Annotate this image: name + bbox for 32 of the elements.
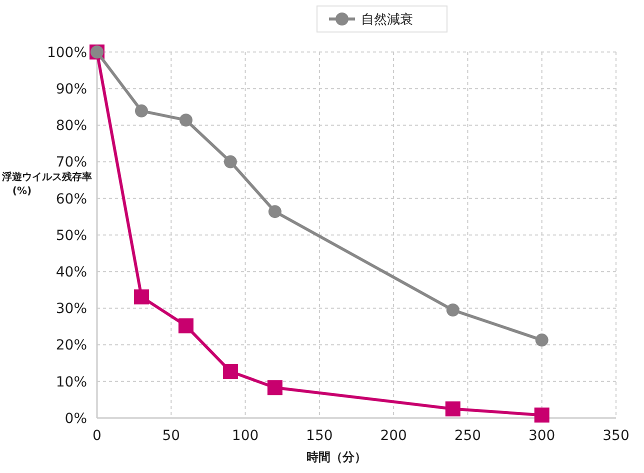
x-tick-label: 150	[306, 428, 333, 444]
point	[179, 114, 192, 127]
x-tick-label: 0	[92, 428, 102, 444]
y-tick-label: 80%	[56, 118, 87, 134]
point	[268, 205, 282, 218]
x-axis-title: 時間（分）	[306, 450, 366, 464]
point	[534, 408, 550, 423]
x-tick-label: 300	[528, 428, 556, 444]
y-tick-label: 100%	[46, 44, 87, 61]
point	[178, 318, 194, 334]
x-tick-label: 50	[162, 428, 180, 444]
point	[224, 155, 237, 168]
y-tick-label: 0%	[64, 410, 87, 427]
y-tick-label: 90%	[56, 82, 87, 98]
point	[134, 289, 149, 304]
point	[535, 334, 548, 347]
x-tick-label: 200	[380, 428, 407, 444]
point	[445, 401, 460, 416]
point	[134, 104, 148, 118]
point	[267, 380, 282, 396]
x-tick-label: 250	[454, 428, 482, 444]
point	[446, 304, 460, 317]
y-tick-label: 70%	[56, 154, 87, 171]
x-tick-label: 350	[602, 428, 630, 444]
x-tick-label: 100	[232, 428, 259, 444]
y-tick-label: 30%	[56, 301, 87, 318]
y-tick-label: 20%	[56, 338, 87, 354]
legend-label: 自然減衰	[361, 12, 413, 28]
y-tick-label: 40%	[56, 264, 87, 280]
point	[222, 364, 238, 380]
y-tick-label: 10%	[56, 374, 87, 390]
y-tick-label: 50%	[56, 228, 87, 244]
